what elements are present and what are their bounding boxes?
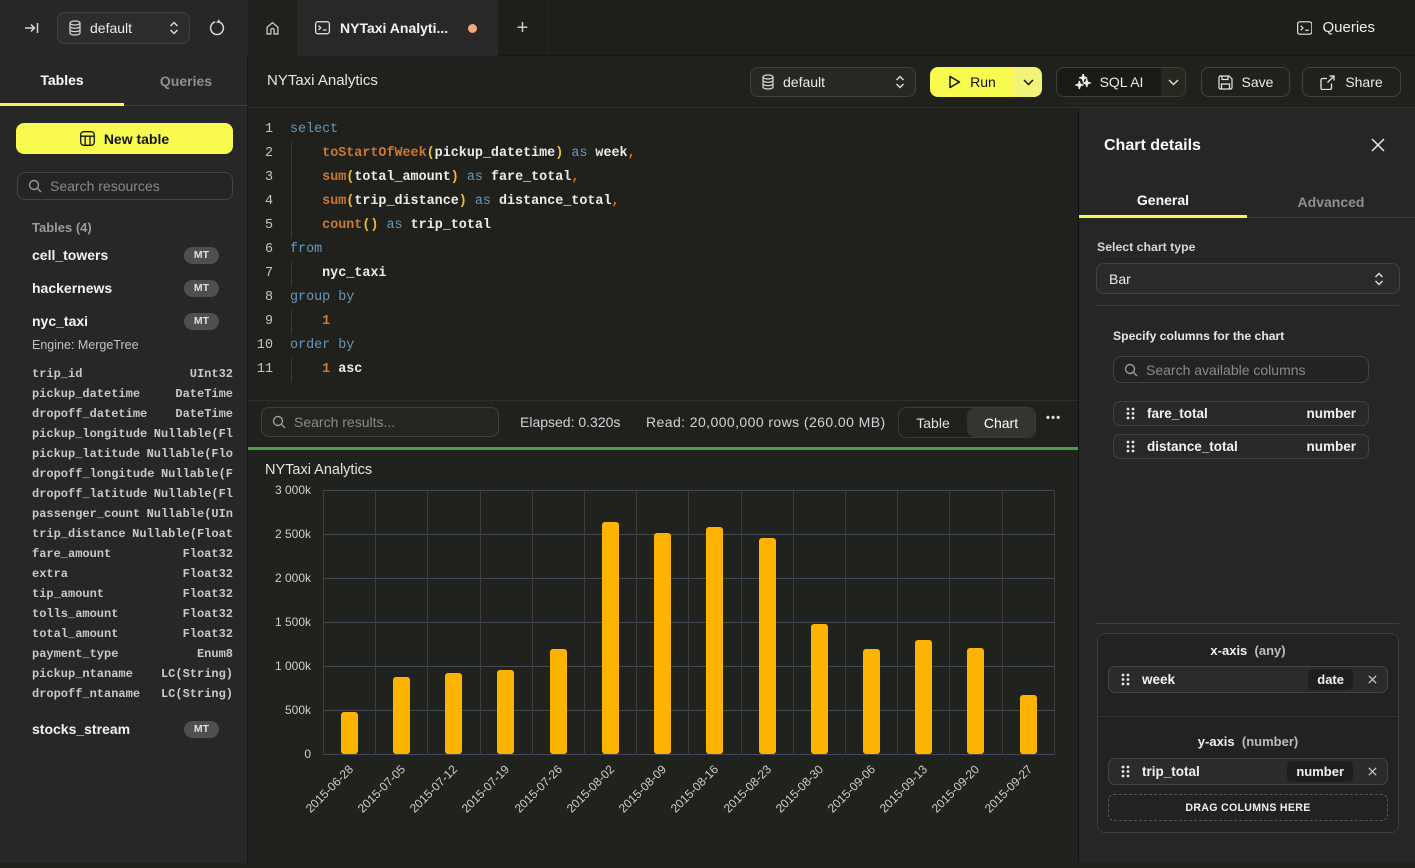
svg-text:2015-08-16: 2015-08-16	[668, 762, 722, 816]
svg-text:0: 0	[304, 747, 311, 761]
svg-text:2015-07-12: 2015-07-12	[407, 762, 461, 816]
svg-text:2015-09-13: 2015-09-13	[877, 762, 931, 816]
svg-text:500k: 500k	[285, 703, 312, 717]
svg-text:2015-09-20: 2015-09-20	[929, 762, 983, 816]
svg-text:2 500k: 2 500k	[275, 527, 312, 541]
svg-text:2 000k: 2 000k	[275, 571, 312, 585]
svg-text:2015-09-06: 2015-09-06	[825, 762, 879, 816]
svg-text:NYTaxi Analytics: NYTaxi Analytics	[265, 462, 372, 478]
svg-text:2015-07-19: 2015-07-19	[459, 762, 513, 816]
svg-text:2015-08-30: 2015-08-30	[773, 762, 827, 816]
svg-text:1 000k: 1 000k	[275, 659, 312, 673]
svg-text:2015-07-26: 2015-07-26	[512, 762, 566, 816]
svg-text:2015-09-27: 2015-09-27	[982, 762, 1036, 816]
svg-text:2015-07-05: 2015-07-05	[355, 762, 409, 816]
svg-text:3 000k: 3 000k	[275, 483, 312, 497]
svg-text:2015-06-28: 2015-06-28	[303, 762, 357, 816]
svg-text:2015-08-02: 2015-08-02	[564, 762, 618, 816]
svg-text:2015-08-09: 2015-08-09	[616, 762, 670, 816]
svg-text:2015-08-23: 2015-08-23	[721, 762, 775, 816]
svg-text:1 500k: 1 500k	[275, 615, 312, 629]
